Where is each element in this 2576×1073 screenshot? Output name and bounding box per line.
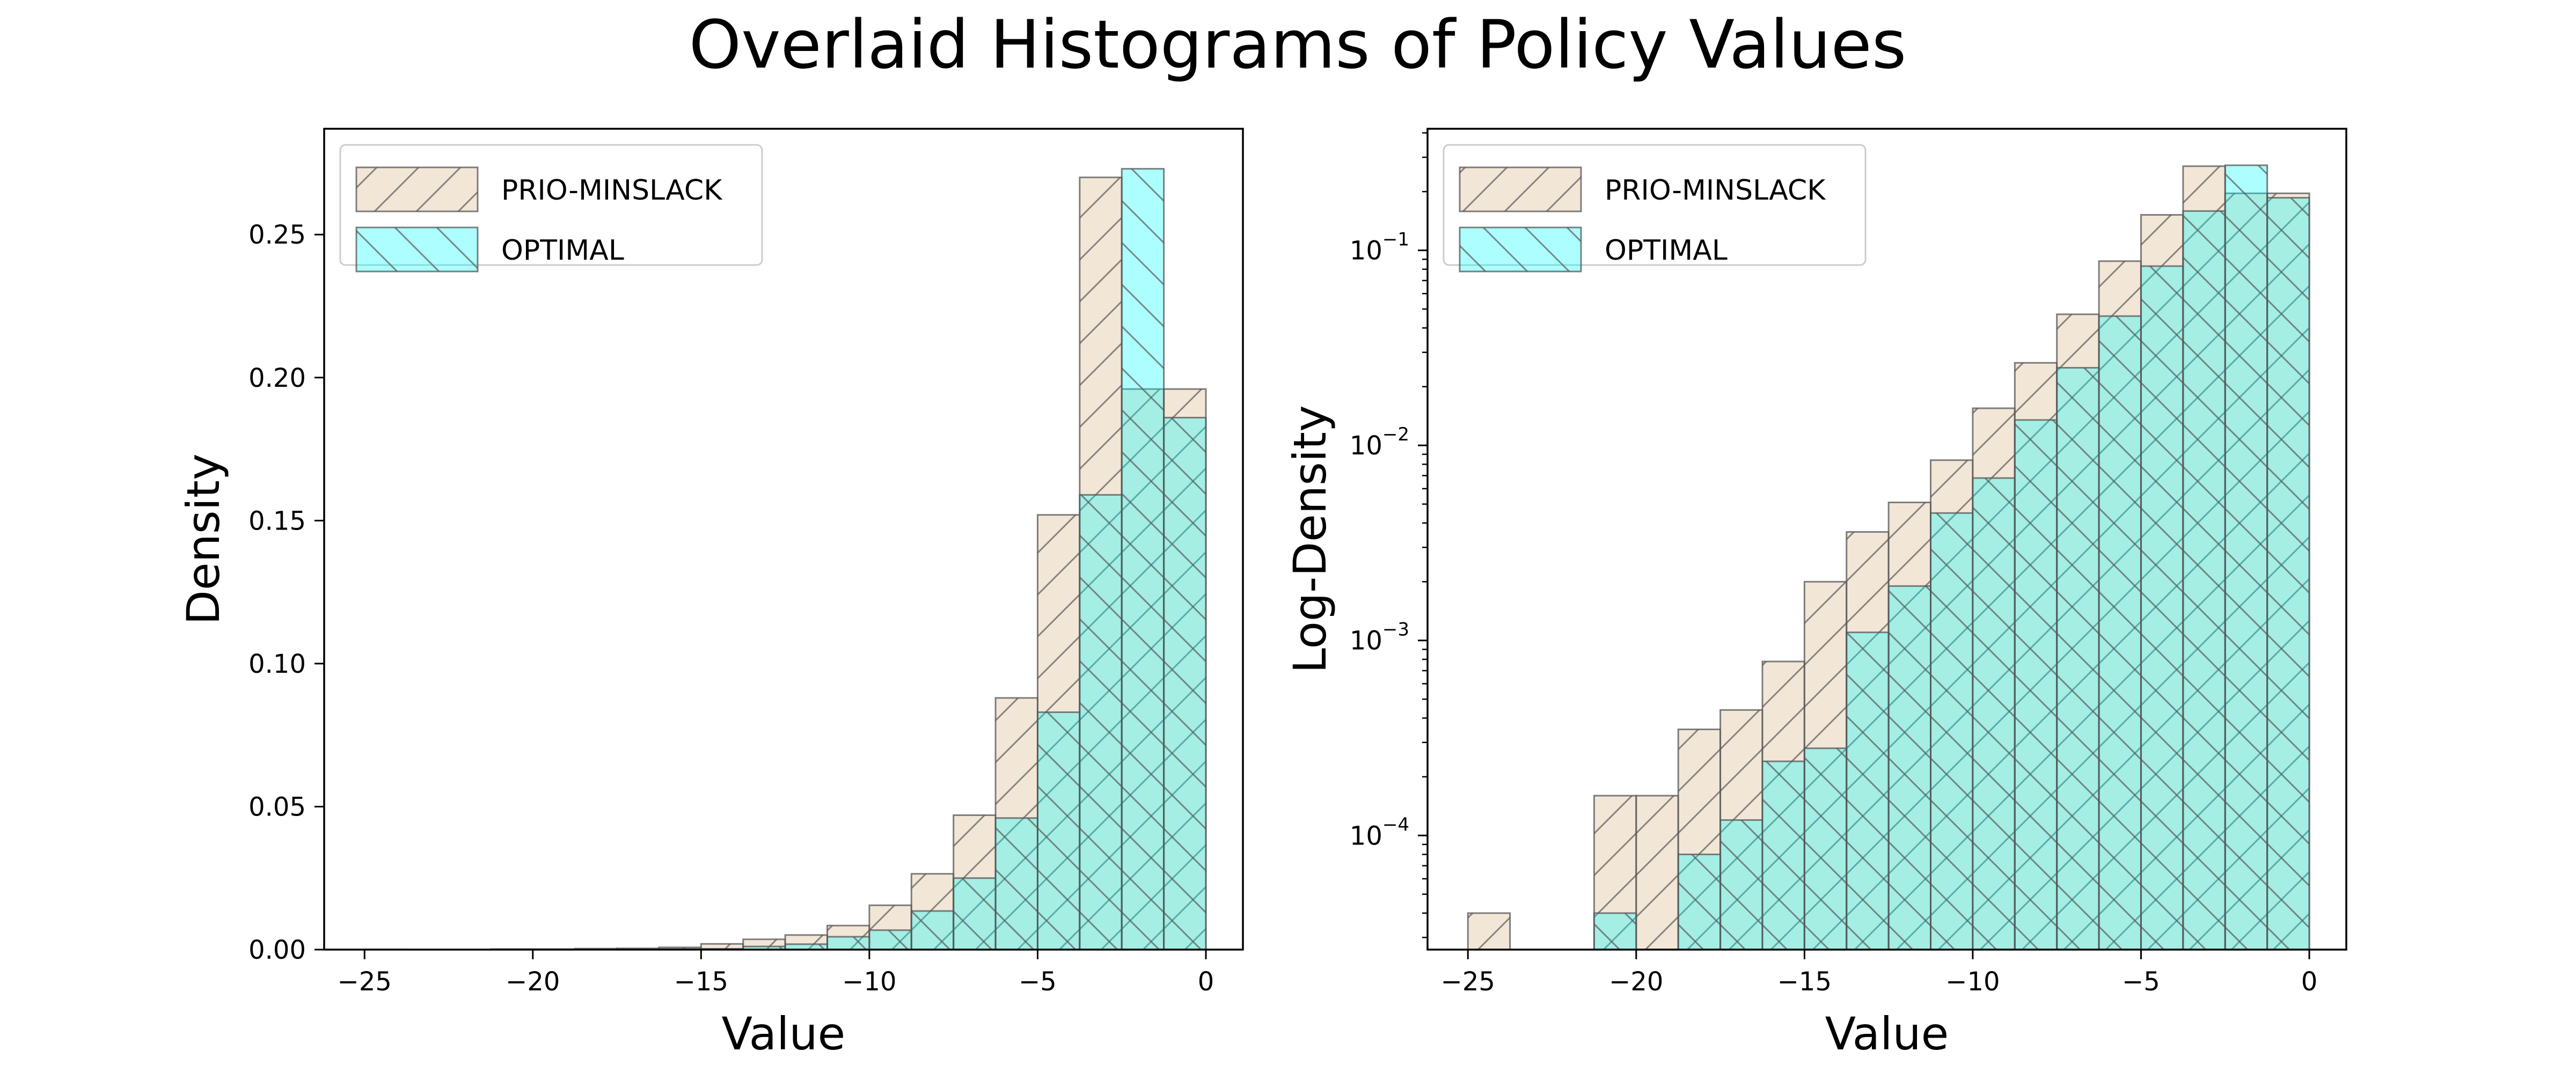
optimal-bar	[1163, 416, 1207, 950]
optimal-bar	[1593, 912, 1637, 950]
optimal-bar	[1930, 512, 1974, 950]
y-tick-label: 0.05	[248, 792, 306, 822]
x-axis-label: Value	[722, 1008, 846, 1060]
optimal-bar	[1761, 760, 1805, 950]
y-axis-label: Log-Density	[1284, 405, 1336, 673]
optimal-bar	[910, 910, 955, 950]
x-tick-label: −25	[338, 967, 392, 997]
x-axis-label: Value	[1825, 1008, 1949, 1060]
optimal-bar	[1803, 747, 1848, 950]
legend-swatch-prio-minslack	[1459, 166, 1582, 212]
legend-swatch-optimal	[1459, 226, 1582, 273]
left-density-panel: −25 −20 −15 −10 −5 0 0.00 0.05 0.10 0.15 0.20 0.25 V…	[177, 128, 1244, 1060]
x-tick-label: 0	[2301, 967, 2318, 997]
y-tick-label: 0.25	[248, 220, 306, 250]
optimal-bar	[2266, 197, 2310, 950]
optimal-bar	[1036, 711, 1081, 950]
axes-frame	[323, 128, 1244, 951]
legend-label-optimal: OPTIMAL	[1605, 234, 1728, 267]
optimal-bar	[1972, 477, 2016, 950]
optimal-bar	[2224, 164, 2268, 950]
optimal-bar	[1677, 854, 1722, 950]
y-tick-label: 10−1	[1350, 229, 1409, 266]
optimal-bar	[1846, 631, 1890, 950]
legend: PRIO-MINSLACK OPTIMAL	[1443, 144, 1867, 273]
right-log-density-panel: −25 −20 −15 −10 −5 0 10−4 10−3 10−2 10−1 Value Log-…	[1284, 128, 2347, 1060]
y-tick-label: 0.00	[248, 935, 306, 965]
x-tick-label: −20	[506, 967, 560, 997]
prio-minslack-bar	[1635, 795, 1679, 950]
optimal-bar	[994, 817, 1038, 950]
x-tick-label: −5	[2122, 967, 2160, 997]
y-axis-label: Density	[177, 453, 230, 624]
axes-frame	[1426, 128, 2347, 951]
optimal-bar	[953, 877, 997, 950]
legend-label-prio-minslack: PRIO-MINSLACK	[1605, 174, 1826, 207]
legend-swatch-prio-minslack	[355, 166, 479, 212]
x-tick-label: −15	[1777, 967, 1832, 997]
optimal-bar	[868, 929, 912, 950]
optimal-bar	[1719, 819, 1763, 950]
legend-label-prio-minslack: PRIO-MINSLACK	[501, 174, 723, 207]
x-tick-label: −10	[842, 967, 896, 997]
x-tick-label: −25	[1441, 967, 1495, 997]
y-tick-label: 10−4	[1350, 814, 1409, 851]
y-tick-label: 0.15	[248, 506, 306, 536]
y-tick-label: 0.20	[248, 363, 306, 393]
x-tick-label: −10	[1945, 967, 2000, 997]
y-tick-label: 10−2	[1350, 424, 1409, 461]
optimal-bar	[2140, 265, 2184, 950]
bars-group	[363, 168, 1207, 950]
optimal-bar	[1887, 585, 1932, 950]
bars-group	[1467, 164, 2310, 950]
y-tick-label: 10−3	[1350, 619, 1409, 656]
figure-title: Overlaid Histograms of Policy Values	[689, 6, 1907, 84]
x-tick-label: −20	[1609, 967, 1663, 997]
x-tick-label: 0	[1198, 967, 1214, 997]
optimal-bar	[2014, 419, 2058, 950]
optimal-bar	[1121, 168, 1165, 950]
x-tick-label: −5	[1019, 967, 1057, 997]
optimal-bar	[2182, 210, 2226, 950]
optimal-bar	[2098, 315, 2142, 950]
legend-swatch-optimal	[355, 226, 479, 273]
legend: PRIO-MINSLACK OPTIMAL	[339, 144, 763, 273]
prio-minslack-bar	[1467, 912, 1511, 950]
optimal-bar	[1079, 494, 1123, 950]
x-tick-label: −15	[674, 967, 728, 997]
optimal-bar	[2056, 366, 2100, 950]
legend-label-optimal: OPTIMAL	[501, 234, 624, 267]
y-tick-label: 0.10	[248, 649, 306, 679]
optimal-bar	[826, 936, 870, 950]
